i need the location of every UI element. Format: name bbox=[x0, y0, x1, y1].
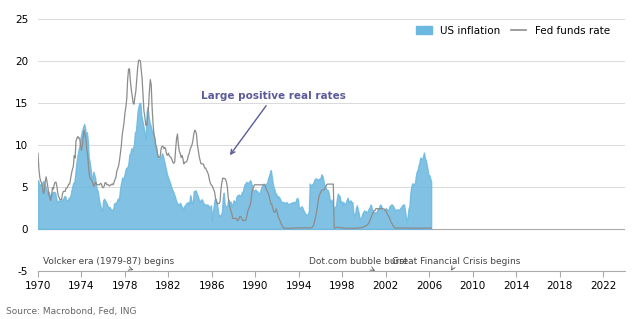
Text: Source: Macrobond, Fed, ING: Source: Macrobond, Fed, ING bbox=[6, 307, 137, 316]
Legend: US inflation, Fed funds rate: US inflation, Fed funds rate bbox=[412, 22, 614, 40]
Text: Large positive real rates: Large positive real rates bbox=[201, 91, 346, 154]
Text: Great Financial Crisis begins: Great Financial Crisis begins bbox=[392, 257, 521, 270]
Text: Volcker era (1979-87) begins: Volcker era (1979-87) begins bbox=[43, 257, 174, 270]
Text: Dot.com bubble burst: Dot.com bubble burst bbox=[309, 257, 408, 271]
